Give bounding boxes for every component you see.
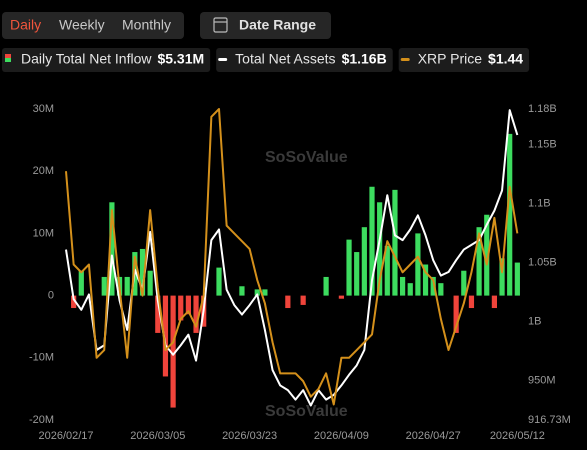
y2-tick-label: 950M [528, 375, 556, 387]
y-tick-label: 10M [33, 227, 54, 239]
x-tick-label: 2026/05/12 [490, 430, 545, 442]
legend-value: $5.31M [157, 51, 204, 67]
watermark: SoSoValue [265, 403, 348, 420]
bar [484, 214, 490, 296]
y-tick-label: -20M [29, 414, 54, 426]
legend-name: Daily Total Net Inflow [21, 51, 152, 67]
bar [468, 295, 475, 309]
y-tick-label: 0 [48, 290, 54, 302]
period-tab[interactable]: Weekly [59, 17, 105, 33]
bar [262, 289, 268, 296]
bar [499, 258, 505, 296]
bar [178, 295, 184, 321]
bar [162, 295, 169, 377]
y2-tick-label: 1.15B [528, 138, 557, 150]
bar [338, 295, 344, 299]
bar [377, 202, 383, 296]
bar [155, 295, 161, 333]
bar [430, 276, 436, 296]
date-range-button[interactable] [200, 12, 331, 39]
bar [124, 276, 130, 296]
line [65, 108, 519, 406]
bar [461, 270, 467, 296]
bar [285, 295, 291, 309]
bar [254, 289, 260, 296]
bar [369, 186, 375, 296]
x-tick-label: 2026/02/17 [38, 430, 93, 442]
bar [507, 133, 513, 296]
bar [346, 239, 352, 296]
y-tick-label: 30M [33, 103, 54, 115]
period-tab[interactable]: Daily [10, 17, 41, 33]
date-range-label[interactable]: Date Range [239, 17, 316, 33]
bar [361, 227, 367, 296]
period-tabs [2, 12, 184, 39]
legend-item[interactable] [398, 48, 530, 72]
bar [476, 227, 482, 296]
x-tick-label: 2026/04/27 [406, 430, 461, 442]
legend-swatch [5, 54, 11, 58]
bar [185, 295, 191, 315]
bar [514, 262, 520, 296]
bar [147, 270, 153, 296]
legend-name: Total Net Assets [235, 51, 335, 67]
legend-swatch [218, 58, 228, 61]
bar [71, 295, 77, 309]
bar [239, 286, 245, 296]
bar [216, 267, 222, 296]
y2-tick-label: 1.1B [528, 197, 551, 209]
y-tick-label: -10M [29, 352, 54, 364]
bar [101, 276, 107, 296]
legend-value: $1.16B [342, 51, 387, 67]
y-tick-label: 20M [33, 165, 54, 177]
legend-swatch [5, 58, 11, 62]
legend-item[interactable] [2, 48, 211, 72]
bar [453, 295, 459, 333]
legend-item[interactable] [216, 48, 393, 72]
watermark: SoSoValue [265, 149, 348, 166]
y2-tick-label: 916.73M [528, 414, 571, 426]
bar [300, 295, 306, 305]
legend-swatch [400, 58, 410, 61]
bar [384, 245, 390, 296]
bar [109, 202, 115, 296]
bar [415, 233, 421, 296]
bar [78, 270, 84, 296]
y2-tick-label: 1.05B [528, 256, 557, 268]
bar [354, 252, 360, 296]
bar [400, 276, 406, 296]
bar [170, 295, 176, 408]
bar [323, 276, 329, 296]
x-tick-label: 2026/03/23 [222, 430, 277, 442]
bar [491, 295, 497, 309]
x-tick-label: 2026/03/05 [130, 430, 185, 442]
bar [139, 248, 146, 296]
bar [193, 295, 199, 333]
y2-tick-label: 1B [528, 316, 541, 328]
period-tab[interactable]: Monthly [122, 17, 171, 33]
legend-value: $1.44 [488, 51, 523, 67]
calendar-icon [213, 17, 228, 33]
x-tick-label: 2026/04/09 [314, 430, 369, 442]
y2-tick-label: 1.18B [528, 103, 557, 115]
bar [392, 189, 398, 296]
bar [438, 283, 444, 296]
bar [407, 283, 413, 296]
bar [422, 264, 429, 296]
legend-name: XRP Price [418, 51, 483, 67]
